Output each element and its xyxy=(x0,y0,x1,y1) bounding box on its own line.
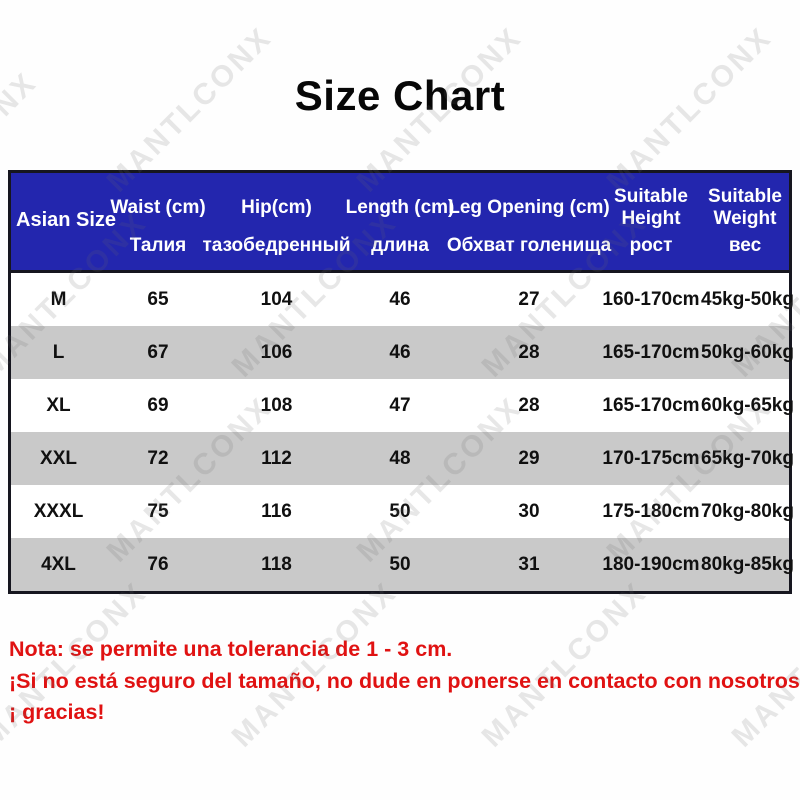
header-cell-length: Length (cm) длина xyxy=(343,173,457,270)
size-chart-table: Asian Size Waist (cm) Талия Hip(cm) тазобедр… xyxy=(8,170,794,594)
header-cell-weight: Suitable Weight вес xyxy=(701,173,789,270)
table-row-m: M 65 104 46 27 160-170cm 45kg-50kg xyxy=(11,273,794,326)
table-body: M 65 104 46 27 160-170cm 45kg-50kg L 67 106 46 28 16… xyxy=(11,273,794,591)
header-label-ru: тазобедренный xyxy=(202,234,351,256)
header-cell-leg_opening: Leg Opening (cm) Обхват голенища xyxy=(447,173,611,270)
header-label-en: Length (cm) xyxy=(345,196,455,218)
header-cell-size: Asian Size xyxy=(11,173,116,270)
cell-l-height: 165-170cm xyxy=(602,341,700,363)
table-row-xl: XL 69 108 47 28 165-170cm 60kg-65kg xyxy=(11,379,794,432)
cell-xl-hip: 108 xyxy=(260,394,293,416)
cell-xl-waist: 69 xyxy=(147,394,169,416)
note-line: ¡Si no está seguro del tamaño, no dude e… xyxy=(9,668,800,693)
table-row-4xl: 4XL 76 118 50 31 180-190cm 80kg-85kg xyxy=(11,538,794,591)
table-row-xxl: XXL 72 112 48 29 170-175cm 65kg-70kg xyxy=(11,432,794,485)
page-title: Size Chart xyxy=(294,72,506,119)
cell-4xl-waist: 76 xyxy=(147,553,169,575)
cell-xxl-leg_opening: 29 xyxy=(518,447,540,469)
header-label-ru: длина xyxy=(371,234,429,256)
cell-xl-length: 47 xyxy=(389,394,411,416)
header-label-ru: Талия xyxy=(129,234,187,256)
cell-l-size: L xyxy=(52,341,65,363)
cell-xxl-weight: 65kg-70kg xyxy=(701,447,794,469)
cell-xxxl-leg_opening: 30 xyxy=(518,500,540,522)
cell-m-weight: 45kg-50kg xyxy=(701,288,794,310)
cell-4xl-hip: 118 xyxy=(261,553,292,575)
notes-block: Nota: se permite una tolerancia de 1 - 3… xyxy=(9,634,800,729)
cell-m-size: M xyxy=(50,288,67,310)
table-row-l: L 67 106 46 28 165-170cm 50kg-60kg xyxy=(11,326,794,379)
header-label-en: Waist (cm) xyxy=(110,196,206,218)
header-cell-hip: Hip(cm) тазобедренный xyxy=(202,173,350,270)
cell-xxl-hip: 112 xyxy=(261,447,292,469)
note-line: Nota: se permite una tolerancia de 1 - 3… xyxy=(9,637,453,661)
cell-m-leg_opening: 27 xyxy=(518,288,540,310)
header-label-ru: рост xyxy=(629,234,673,256)
cell-l-hip: 106 xyxy=(260,341,293,363)
cell-xl-size: XL xyxy=(46,394,71,416)
cell-4xl-length: 50 xyxy=(389,553,411,575)
header-label-en: Suitable Weight xyxy=(708,185,782,229)
cell-l-weight: 50kg-60kg xyxy=(701,341,794,363)
header-cell-height: Suitable Height рост xyxy=(601,173,701,270)
cell-xxl-height: 170-175cm xyxy=(602,447,700,469)
note-line: ¡ gracias! xyxy=(9,700,105,724)
cell-xl-height: 165-170cm xyxy=(602,394,700,416)
cell-l-length: 46 xyxy=(389,341,411,363)
cell-xxxl-waist: 75 xyxy=(147,500,169,522)
cell-xl-leg_opening: 28 xyxy=(518,394,540,416)
cell-m-waist: 65 xyxy=(147,288,169,310)
cell-m-hip: 104 xyxy=(260,288,293,310)
cell-xxl-length: 48 xyxy=(389,447,411,469)
header-label-en: Suitable Height xyxy=(614,185,688,229)
cell-xxl-size: XXL xyxy=(40,447,77,469)
cell-4xl-size: 4XL xyxy=(41,553,76,575)
cell-4xl-leg_opening: 31 xyxy=(518,553,540,575)
header-cell-waist: Waist (cm) Талия xyxy=(106,173,210,270)
cell-4xl-weight: 80kg-85kg xyxy=(701,553,794,575)
table-row-xxxl: XXXL 75 116 50 30 175-180cm 70kg-80kg xyxy=(11,485,794,538)
cell-l-waist: 67 xyxy=(147,341,169,363)
header-label-ru: Обхват голенища xyxy=(446,234,612,256)
header-label-en: Leg Opening (cm) xyxy=(448,196,610,218)
cell-xxxl-length: 50 xyxy=(389,500,411,522)
header-label-en: Hip(cm) xyxy=(241,196,312,218)
cell-m-length: 46 xyxy=(389,288,411,310)
cell-xl-weight: 60kg-65kg xyxy=(701,394,794,416)
cell-xxxl-height: 175-180cm xyxy=(602,500,700,522)
cell-xxxl-weight: 70kg-80kg xyxy=(701,500,794,522)
cell-xxxl-hip: 116 xyxy=(261,500,292,522)
header-label-en: Asian Size xyxy=(16,209,117,232)
cell-m-height: 160-170cm xyxy=(602,288,700,310)
cell-xxxl-size: XXXL xyxy=(33,500,84,522)
cell-4xl-height: 180-190cm xyxy=(602,553,700,575)
header-label-ru: вес xyxy=(728,234,762,256)
table-header-row: Asian Size Waist (cm) Талия Hip(cm) тазобедр… xyxy=(11,173,789,273)
cell-l-leg_opening: 28 xyxy=(518,341,540,363)
cell-xxl-waist: 72 xyxy=(147,447,169,469)
